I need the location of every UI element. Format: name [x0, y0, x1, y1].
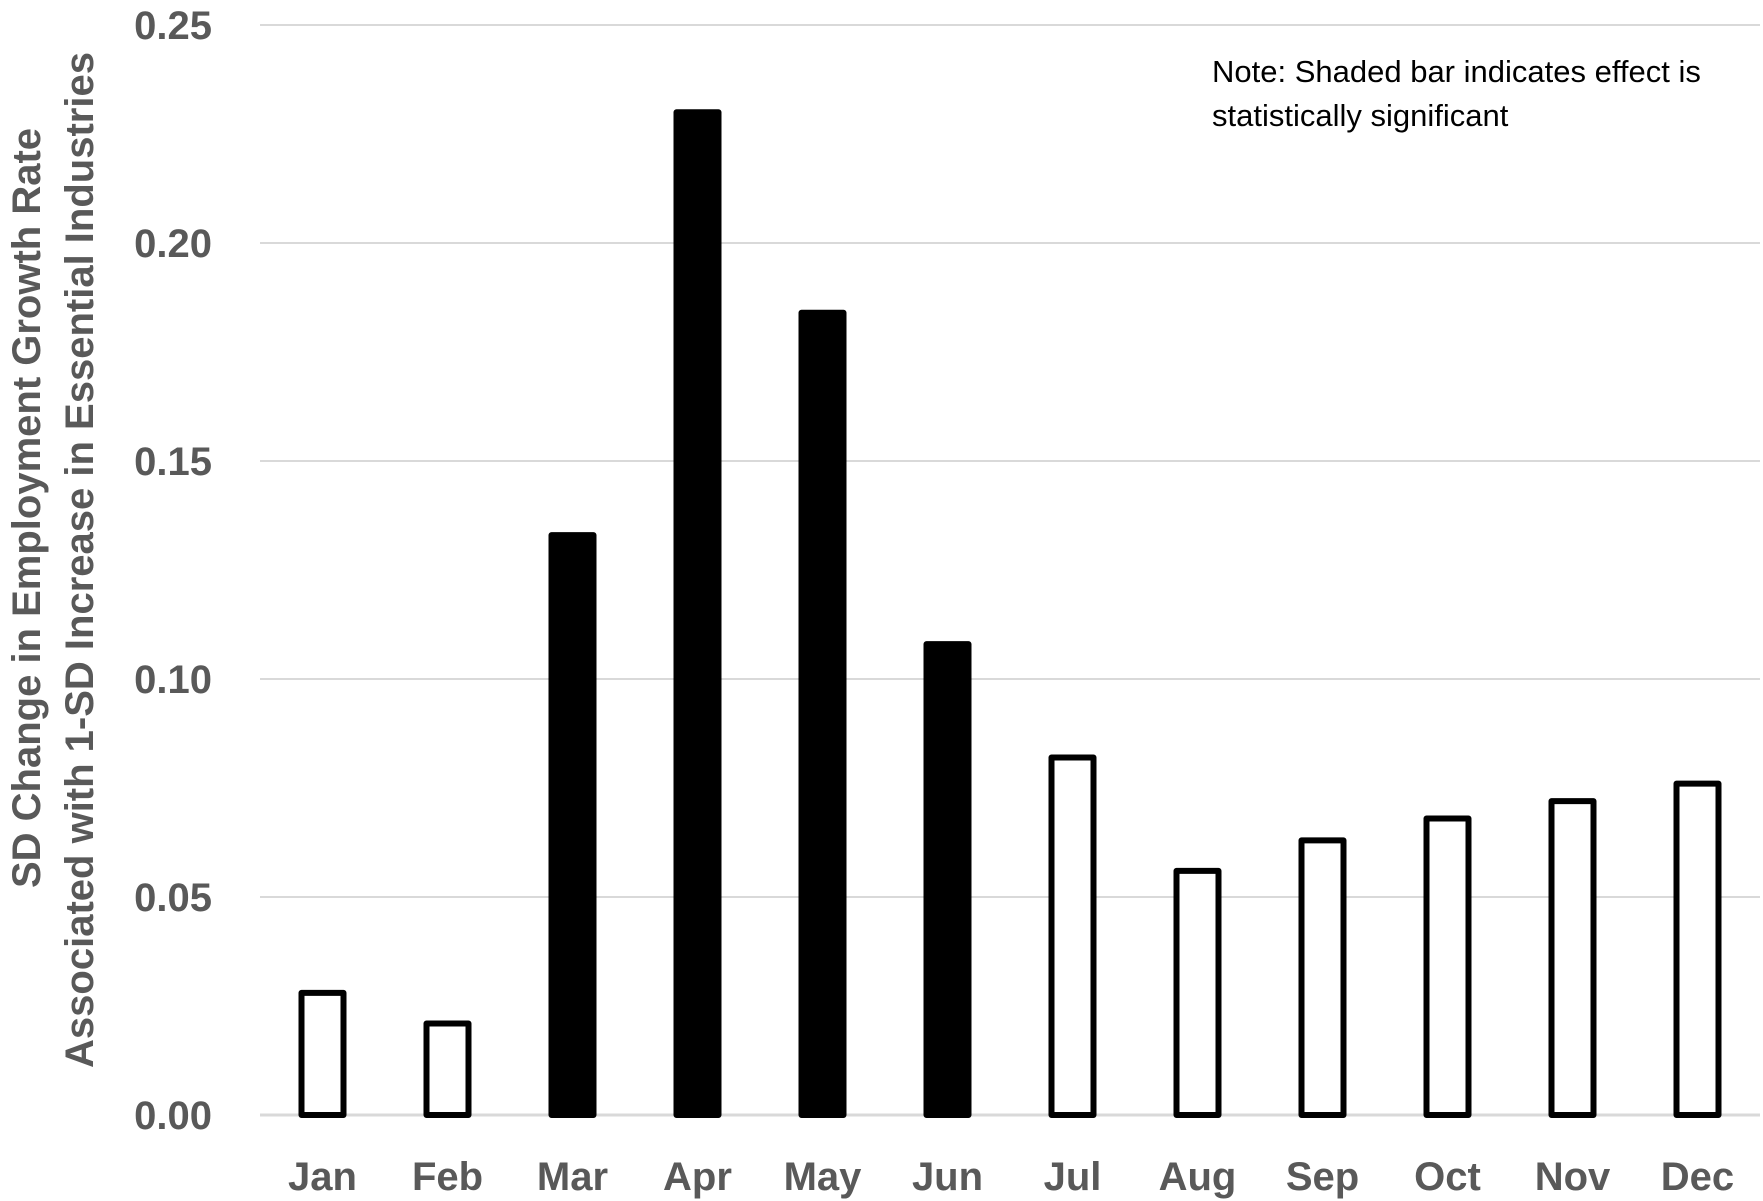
bar-oct: [1423, 815, 1472, 1119]
bar-jan: [298, 989, 347, 1118]
bar-mar: [548, 532, 597, 1118]
bar-dec: [1673, 780, 1722, 1118]
gridlines: [260, 24, 1760, 1117]
x-tick-label-sep: Sep: [1286, 1155, 1359, 1199]
bar-nov: [1548, 798, 1597, 1119]
y-tick-label: 0.05: [134, 876, 212, 920]
bar-jun: [923, 641, 972, 1118]
y-axis-title-line-2: Associated with 1-SD Increase in Essenti…: [58, 52, 102, 1068]
y-tick-label: 0.10: [134, 658, 212, 702]
y-tick-label: 0.20: [134, 222, 212, 266]
bar-aug: [1173, 867, 1222, 1119]
x-tick-labels: Jan Feb Mar Apr May Jun Jul Aug Sep Oct Nov Dec: [288, 1155, 1734, 1199]
x-tick-label-jan: Jan: [288, 1155, 357, 1199]
bar-jul: [1048, 754, 1097, 1118]
y-tick-labels: 0.00 0.05 0.10 0.15 0.20 0.25: [134, 4, 212, 1138]
x-tick-label-jun: Jun: [912, 1155, 983, 1199]
x-tick-label-apr: Apr: [663, 1155, 732, 1199]
note-annotation-line-1: Note: Shaded bar indicates effect is: [1212, 54, 1701, 89]
bar-may: [798, 309, 847, 1118]
note-annotation-line-2: statistically significant: [1212, 98, 1509, 133]
x-tick-label-nov: Nov: [1535, 1155, 1611, 1199]
bars: [298, 109, 1722, 1119]
x-tick-label-may: May: [784, 1155, 863, 1199]
x-tick-label-mar: Mar: [537, 1155, 608, 1199]
x-tick-label-oct: Oct: [1414, 1155, 1481, 1199]
x-tick-label-feb: Feb: [412, 1155, 483, 1199]
bar-sep: [1298, 837, 1347, 1118]
x-tick-label-dec: Dec: [1661, 1155, 1734, 1199]
y-tick-label: 0.25: [134, 4, 212, 48]
y-axis-title-line-1: SD Change in Employment Growth Rate: [5, 128, 49, 888]
bar-apr: [673, 109, 722, 1118]
y-tick-label: 0.00: [134, 1094, 212, 1138]
x-tick-label-aug: Aug: [1159, 1155, 1237, 1199]
y-tick-label: 0.15: [134, 440, 212, 484]
bar-feb: [423, 1020, 472, 1118]
x-tick-label-jul: Jul: [1044, 1155, 1102, 1199]
